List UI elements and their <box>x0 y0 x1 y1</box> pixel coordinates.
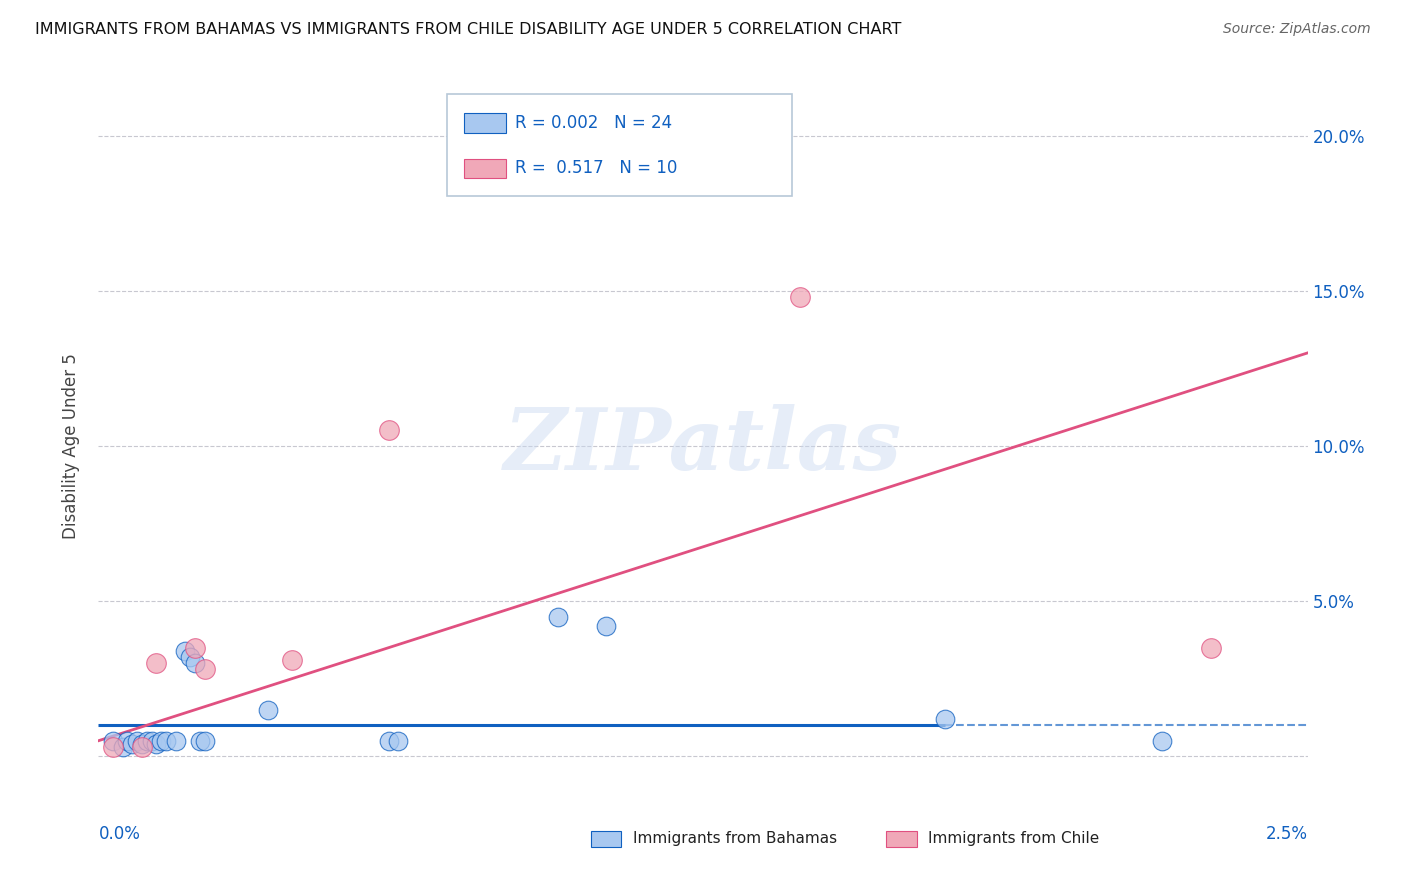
Point <box>165 733 187 747</box>
Text: 2.5%: 2.5% <box>1265 825 1308 843</box>
Point <box>111 739 134 754</box>
Point <box>547 609 569 624</box>
Point <box>789 290 811 304</box>
Text: Immigrants from Chile: Immigrants from Chile <box>928 831 1099 846</box>
Point <box>281 653 304 667</box>
Point <box>595 619 617 633</box>
Point <box>184 640 207 655</box>
Text: Immigrants from Bahamas: Immigrants from Bahamas <box>633 831 837 846</box>
Point <box>498 175 520 189</box>
Point <box>150 733 173 747</box>
Y-axis label: Disability Age Under 5: Disability Age Under 5 <box>62 353 80 539</box>
Point <box>155 733 177 747</box>
Point <box>188 733 211 747</box>
Text: ZIPatlas: ZIPatlas <box>503 404 903 488</box>
Point <box>184 656 207 670</box>
Point <box>194 733 217 747</box>
Text: R = 0.002   N = 24: R = 0.002 N = 24 <box>515 114 672 132</box>
Point <box>145 656 167 670</box>
Point <box>131 737 153 751</box>
Point <box>377 424 399 438</box>
Point <box>121 737 143 751</box>
Point <box>141 733 163 747</box>
Point <box>1199 640 1222 655</box>
Point <box>101 733 124 747</box>
Point <box>174 644 197 658</box>
Text: IMMIGRANTS FROM BAHAMAS VS IMMIGRANTS FROM CHILE DISABILITY AGE UNDER 5 CORRELAT: IMMIGRANTS FROM BAHAMAS VS IMMIGRANTS FR… <box>35 22 901 37</box>
Point <box>135 733 157 747</box>
Text: 0.0%: 0.0% <box>98 825 141 843</box>
Point <box>127 733 149 747</box>
Point <box>131 739 153 754</box>
Text: Source: ZipAtlas.com: Source: ZipAtlas.com <box>1223 22 1371 37</box>
Point <box>387 733 409 747</box>
Point <box>101 739 124 754</box>
Point <box>179 650 201 665</box>
Point <box>377 733 399 747</box>
Point <box>117 733 139 747</box>
Point <box>934 712 956 726</box>
Point <box>194 662 217 676</box>
Point <box>145 737 167 751</box>
Point <box>1152 733 1174 747</box>
Text: R =  0.517   N = 10: R = 0.517 N = 10 <box>515 160 676 178</box>
Point <box>256 703 278 717</box>
